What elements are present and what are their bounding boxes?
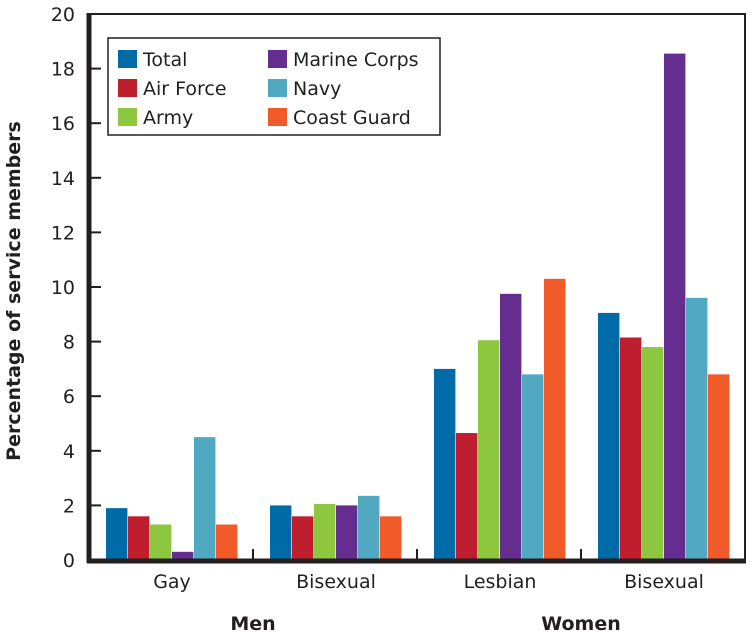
y-tick-label: 20 [51, 4, 75, 26]
legend-label: Total [142, 49, 187, 71]
y-tick-label: 18 [51, 59, 75, 81]
y-tick-label: 12 [51, 222, 75, 244]
bar-army [314, 504, 336, 560]
bar-army [150, 524, 172, 560]
bar-air-force [128, 516, 150, 560]
y-axis-title: Percentage of service members [3, 121, 25, 461]
bars-layer [106, 53, 730, 561]
labels-layer: 0 2 4 6 8 10 12 14 16 18 20 Percentage of service m… [3, 4, 704, 635]
bar-marine-corps [336, 505, 358, 560]
bar-air-force [620, 337, 642, 560]
bar-marine-corps [172, 551, 194, 560]
bar-coast-guard [216, 524, 238, 560]
x-category-label: Lesbian [464, 571, 537, 593]
legend-label: Marine Corps [293, 49, 419, 71]
y-tick-label: 16 [51, 113, 75, 135]
y-tick-label: 8 [63, 332, 75, 354]
legend-swatch-total [118, 50, 137, 68]
legend-label: Coast Guard [293, 107, 411, 129]
bar-total [270, 505, 292, 560]
legend-label: Navy [293, 78, 341, 100]
bar-total [598, 312, 620, 560]
bar-army [478, 340, 500, 560]
bar-navy [522, 374, 544, 560]
axes-layer [86, 13, 746, 564]
legend-label: Army [143, 107, 193, 129]
legend-swatch-navy [268, 79, 287, 97]
y-tick-label: 10 [51, 277, 75, 299]
bar-navy [194, 437, 216, 560]
y-tick-label: 14 [51, 168, 75, 190]
bar-navy [358, 495, 380, 560]
legend-label: Air Force [143, 78, 227, 100]
bar-navy [686, 297, 708, 560]
legend-swatch-marine-corps [268, 50, 287, 68]
bar-coast-guard [708, 374, 730, 560]
legend: Total Air Force Army Marine Corps Navy Coast … [107, 37, 441, 136]
y-tick-label: 0 [63, 550, 75, 572]
bar-marine-corps [664, 53, 686, 561]
y-tick-label: 4 [63, 441, 75, 463]
bar-coast-guard [380, 516, 402, 560]
x-category-label: Bisexual [296, 571, 376, 593]
bar-air-force [292, 516, 314, 560]
bar-coast-guard [544, 278, 566, 560]
bar-army [642, 347, 664, 560]
y-tick-label: 6 [63, 386, 75, 408]
bar-total [434, 368, 456, 560]
bar-total [106, 508, 128, 560]
y-tick-label: 2 [63, 495, 75, 517]
bar-marine-corps [500, 293, 522, 560]
x-category-label: Bisexual [624, 571, 704, 593]
legend-swatch-army [118, 108, 137, 126]
x-category-label: Gay [153, 571, 191, 593]
x-group-label: Women [541, 613, 621, 635]
x-group-label: Men [230, 613, 275, 635]
legend-swatch-air-force [118, 79, 137, 97]
legend-swatch-coast-guard [268, 108, 287, 126]
bar-air-force [456, 433, 478, 560]
